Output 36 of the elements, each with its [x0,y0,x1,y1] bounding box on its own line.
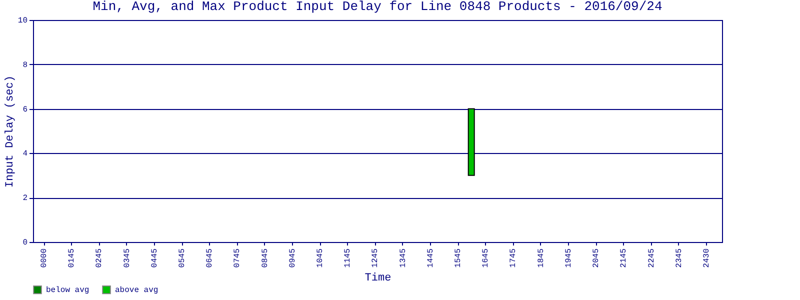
x-tick-label: 0145 [68,248,77,268]
x-tick-label: 1945 [564,248,574,268]
y-tick-label: 6 [22,105,28,114]
x-tick-label: 0945 [288,248,298,268]
x-tick-label: 0545 [178,248,188,268]
y-tick-label: 4 [22,150,28,159]
x-axis-title: Time [364,272,392,285]
x-tick-label: 2245 [647,248,656,268]
x-tick-label: 1745 [509,248,518,268]
x-tick-label: 2345 [674,248,684,268]
x-tick-label: 2045 [592,248,602,268]
x-tick-label: 2430 [702,248,712,268]
x-tick-label: 0000 [40,248,50,268]
x-tick-label: 1445 [426,248,436,268]
chart-title: Min, Avg, and Max Product Input Delay for Line 0848 Products - 2016/09/24 [92,0,662,14]
x-tick-label: 0345 [122,248,132,268]
y-tick-label: 2 [22,194,28,204]
y-tick-label: 10 [18,16,28,26]
x-tick-label: 2145 [620,248,629,268]
x-tick-label: 1245 [371,248,380,268]
x-tick-label: 0845 [260,248,270,268]
x-tick-label: 0745 [233,248,242,268]
x-tick-label: 0245 [95,248,104,268]
legend-label: above avg [115,286,158,295]
y-tick-label: 8 [22,60,28,70]
legend-label: below avg [46,286,90,295]
x-tick-label: 1345 [398,248,408,268]
x-tick-label: 1545 [454,248,464,268]
x-tick-label: 1645 [482,248,491,268]
y-axis-title: Input Delay (sec) [4,75,16,188]
y-tick-label: 0 [22,238,28,248]
x-tick-label: 0645 [206,248,215,268]
x-tick-label: 0445 [150,248,160,268]
x-tick-label: 1045 [316,248,326,268]
x-tick-label: 1145 [344,248,353,268]
x-tick-label: 1845 [536,248,546,268]
